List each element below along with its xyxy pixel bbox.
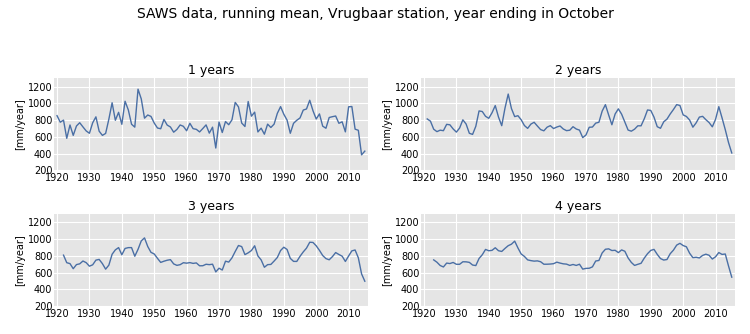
- Title: 2 years: 2 years: [555, 64, 601, 77]
- Y-axis label: [mm/year]: [mm/year]: [382, 99, 392, 150]
- Text: SAWS data, running mean, Vrugbaar station, year ending in October: SAWS data, running mean, Vrugbaar statio…: [136, 7, 614, 21]
- Title: 1 years: 1 years: [188, 64, 234, 77]
- Y-axis label: [mm/year]: [mm/year]: [15, 234, 25, 286]
- Y-axis label: [mm/year]: [mm/year]: [382, 234, 392, 286]
- Title: 4 years: 4 years: [555, 200, 601, 213]
- Title: 3 years: 3 years: [188, 200, 234, 213]
- Y-axis label: [mm/year]: [mm/year]: [15, 99, 25, 150]
